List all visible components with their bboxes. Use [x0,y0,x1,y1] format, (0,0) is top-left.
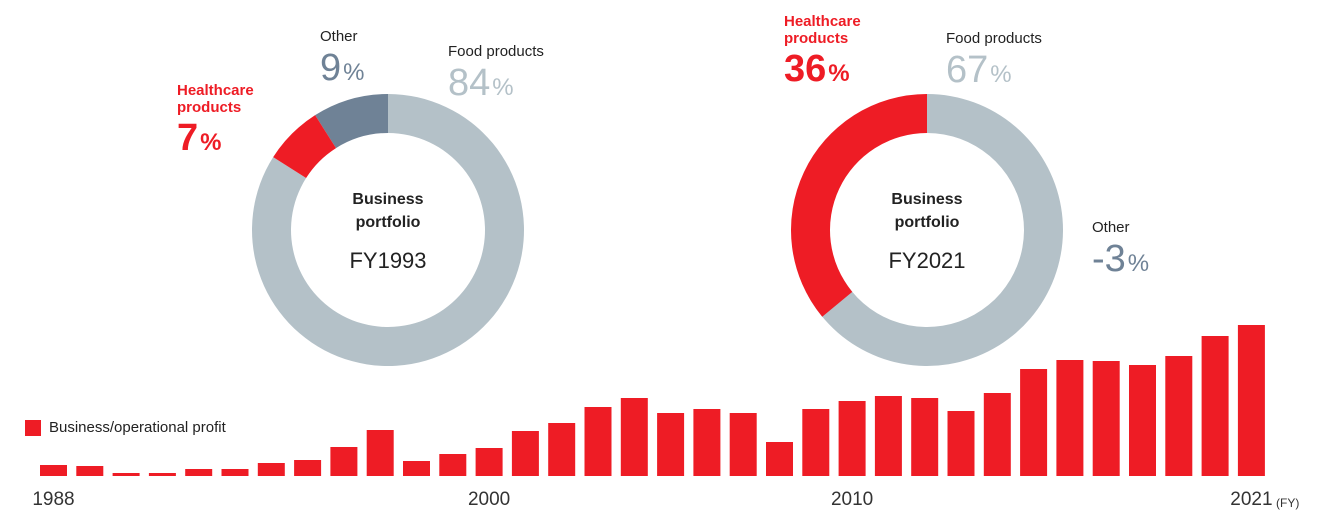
bar [584,407,612,476]
donut-segment [315,94,388,149]
bar [983,393,1011,476]
value-number: 84 [448,61,491,104]
segment-value: 36% [784,48,894,91]
value-number: 9 [320,46,342,89]
bar [620,398,648,476]
donut-segment [807,94,1063,366]
bar [657,413,685,476]
segment-label: Food products 84% [448,43,558,105]
bar [294,460,322,476]
bar [1165,356,1193,476]
segment-name: Other [320,28,358,45]
segment-name: Healthcare products [177,82,254,116]
bar [1020,369,1048,476]
center-subtitle: FY1993 [349,248,427,273]
bar [802,409,830,476]
bar [76,466,104,476]
segment-value: 84% [448,61,558,105]
bar [221,469,249,476]
segment-label: Healthcare products 7% [177,82,287,160]
legend-swatch [25,420,41,436]
bar [366,430,394,476]
bar [548,423,576,476]
segment-label: Healthcare products 36% [784,13,894,91]
bar [1129,365,1156,476]
x-tick-label: 2021 [1230,489,1272,510]
segment-name: Food products [946,30,1042,47]
segment-label: Other 9% [320,28,430,90]
bar [330,447,358,476]
value-unit: % [828,60,850,87]
bar [911,398,939,476]
x-axis-label: (FY) [1276,496,1299,510]
legend-label: Business/operational profit [49,419,227,436]
center-label: Business portfolio FY2021 [867,188,987,274]
value-number: 36 [784,48,827,90]
bar [766,442,793,476]
donut-segment [791,93,927,317]
value-unit: % [200,129,222,156]
center-title: Business portfolio [352,191,424,231]
bar [947,411,975,476]
bar [148,473,176,476]
bar [511,431,539,476]
value-unit: % [990,60,1012,88]
bar [439,454,467,476]
bar [838,401,866,476]
bar [1092,361,1120,476]
bar [729,413,757,476]
center-label: Business portfolio FY1993 [328,188,448,274]
bar [257,463,285,476]
x-tick-label: 2000 [468,489,510,510]
x-tick-label: 2010 [831,489,873,510]
bar [185,469,213,476]
value-number: 67 [946,48,989,91]
segment-value: 9% [320,46,430,90]
bar [40,465,67,476]
bar [475,448,503,476]
donut-segment [273,115,337,179]
segment-value: 67% [946,48,1056,92]
segment-name: Food products [448,43,544,60]
segment-label: Other -3% [1092,219,1202,281]
segment-name: Healthcare products [784,13,861,47]
x-tick-label: 1988 [32,489,74,510]
bar [1237,325,1265,476]
center-title: Business portfolio [891,191,963,231]
segment-name: Other [1092,219,1130,236]
bar [874,396,902,476]
bar [112,473,140,476]
center-subtitle: FY2021 [888,248,966,273]
bar [1056,360,1084,476]
value-unit: % [492,73,514,101]
bar [693,409,721,476]
value-number: 7 [177,117,199,159]
value-unit: % [1127,249,1150,277]
segment-label: Food products 67% [946,30,1056,92]
bar [1201,336,1229,476]
segment-value: -3% [1092,237,1202,281]
value-number: -3 [1092,237,1126,280]
segment-value: 7% [177,117,287,160]
bar [403,461,430,476]
value-unit: % [343,58,365,86]
